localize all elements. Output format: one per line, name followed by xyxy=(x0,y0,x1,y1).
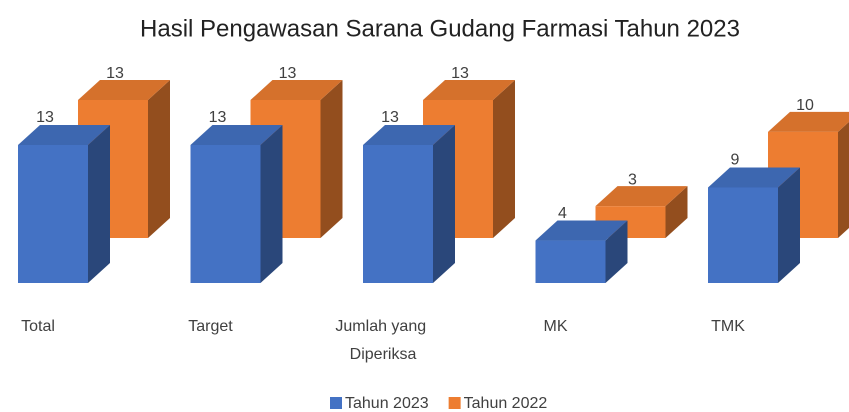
legend-swatch xyxy=(330,397,342,409)
x-tick-label: TMK xyxy=(711,318,745,335)
bar-top xyxy=(363,125,455,145)
bar-top xyxy=(78,80,170,100)
data-label: 13 xyxy=(106,65,124,82)
bar-top xyxy=(535,220,628,241)
bar xyxy=(535,220,628,283)
data-label: 3 xyxy=(628,171,637,188)
bar-top xyxy=(423,80,515,100)
data-label: 13 xyxy=(451,65,469,82)
bar-side xyxy=(88,125,110,283)
data-label: 4 xyxy=(558,205,567,222)
x-tick-label: Jumlah yang Diperiksa xyxy=(335,318,430,363)
data-label: 13 xyxy=(381,109,399,126)
bar-front xyxy=(708,187,778,283)
bar-top xyxy=(708,167,800,188)
bar-side xyxy=(838,121,849,238)
bar xyxy=(595,186,688,238)
data-label: 13 xyxy=(36,109,54,126)
bar-top xyxy=(768,111,849,132)
bar xyxy=(18,125,110,283)
bar-side xyxy=(665,186,688,238)
data-label: 13 xyxy=(209,109,227,126)
bar-side xyxy=(778,167,800,283)
legend-swatch xyxy=(448,397,461,409)
bar-front xyxy=(18,145,88,283)
x-tick-label: Total xyxy=(21,318,55,335)
bar xyxy=(363,125,455,283)
bar-side xyxy=(320,80,343,238)
bar xyxy=(190,125,283,283)
legend-label: Tahun 2022 xyxy=(464,395,548,412)
label-line: Diperiksa xyxy=(350,346,417,363)
label-line: Jumlah yang xyxy=(335,318,430,335)
data-label: 13 xyxy=(279,65,297,82)
bar-top xyxy=(595,186,688,207)
x-tick-label: Target xyxy=(188,318,233,335)
x-tick-label: MK xyxy=(544,318,568,335)
bar-front xyxy=(190,145,261,283)
data-label: 9 xyxy=(731,152,740,169)
bar-front xyxy=(535,240,606,283)
data-label: 10 xyxy=(796,97,814,114)
bar-side xyxy=(148,80,170,238)
chart-title: Hasil Pengawasan Sarana Gudang Farmasi T… xyxy=(140,15,740,42)
bar-top xyxy=(250,80,343,100)
bar-side xyxy=(260,125,283,283)
bar-top xyxy=(190,125,283,145)
bar-side xyxy=(605,220,628,283)
bar-side xyxy=(433,125,455,283)
bar xyxy=(708,167,800,283)
bar-side xyxy=(493,80,515,238)
bar-front xyxy=(363,145,433,283)
legend-label: Tahun 2023 xyxy=(345,395,429,412)
legend: Tahun 2023 Tahun 2022 xyxy=(330,395,547,412)
bar-top xyxy=(18,125,110,145)
